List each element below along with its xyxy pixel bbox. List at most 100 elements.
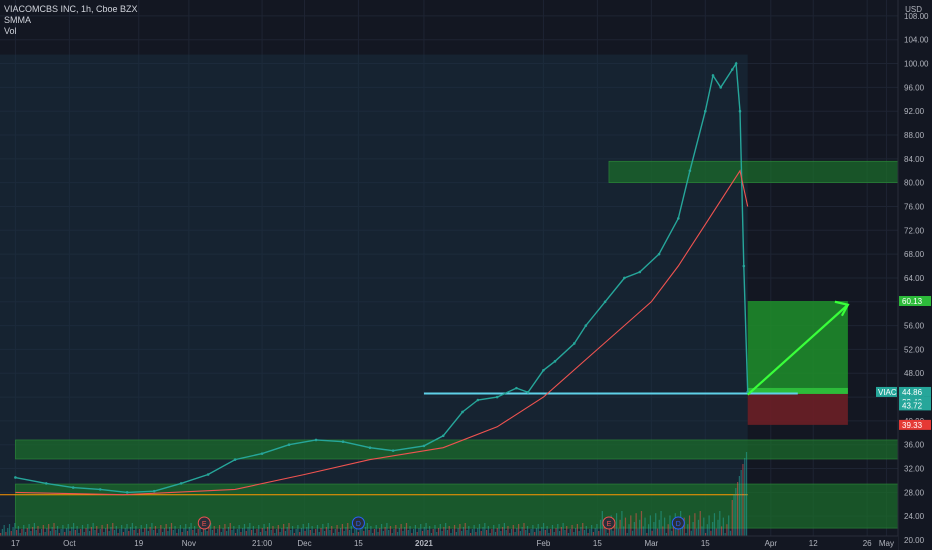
price-tick-label: 52.00 [904, 345, 925, 354]
volume-bar [564, 530, 566, 536]
volume-bar [681, 526, 684, 536]
volume-bar [694, 513, 696, 536]
volume-bar [295, 529, 297, 536]
earnings-marker-icon[interactable] [197, 516, 211, 530]
volume-bar [188, 527, 190, 536]
volume-bar [735, 488, 737, 536]
volume-bar [153, 530, 155, 536]
volume-bar [530, 529, 532, 536]
volume-bar [67, 524, 69, 536]
volume-bar [658, 519, 660, 536]
volume-bar [183, 528, 185, 536]
volume-bar [8, 524, 11, 536]
volume-bar [121, 525, 123, 536]
volume-bar [687, 524, 689, 536]
volume-bar [368, 530, 370, 536]
volume-bar [489, 533, 491, 536]
volume-bar [589, 529, 591, 536]
volume-bar [124, 528, 126, 536]
volume-bar [270, 530, 272, 536]
volume-bar [455, 532, 457, 536]
volume-bar [190, 523, 192, 536]
time-tick-label: 12 [809, 539, 818, 548]
volume-bar [115, 526, 117, 536]
volume-bar [521, 527, 523, 536]
volume-bar [40, 529, 43, 536]
volume-bar [281, 528, 283, 536]
volume-bar [647, 524, 650, 536]
volume-bar [226, 531, 228, 536]
price-point [734, 62, 738, 65]
volume-bar [683, 517, 685, 536]
volume-bar [477, 528, 479, 536]
volume-bar [493, 525, 495, 536]
smma-line[interactable] [15, 169, 749, 496]
projection-arrow[interactable] [746, 303, 849, 396]
time-tick-label: 2021 [415, 539, 433, 548]
price-point [260, 452, 264, 455]
volume-bar [617, 528, 619, 536]
volume-bar [44, 532, 46, 536]
time-tick-label: Nov [182, 539, 196, 548]
volume-bar [560, 527, 562, 536]
price-point [461, 410, 464, 414]
volume-indicator-label[interactable]: Vol [4, 26, 17, 36]
support-resistance-zone[interactable] [15, 483, 899, 529]
symbol-title[interactable]: VIACOMCBS INC, 1h, Cboe BZX [4, 4, 138, 14]
volume-bar [306, 527, 308, 536]
volume-bar [583, 530, 586, 536]
volume-bar [744, 458, 746, 536]
price-axis[interactable] [898, 0, 932, 550]
volume-bar [83, 532, 85, 536]
price-point [542, 368, 545, 372]
volume-bar [407, 530, 409, 536]
volume-bar [208, 527, 210, 536]
volume-bar [473, 525, 475, 536]
volume-bar [151, 523, 153, 536]
dividend-marker-icon[interactable] [351, 516, 365, 530]
volume-bar [229, 523, 231, 536]
volume-bar [445, 523, 447, 536]
price-point [287, 443, 291, 447]
volume-bar [386, 523, 388, 536]
price-point [623, 276, 626, 280]
volume-bar [615, 513, 618, 536]
price-tick-label: 68.00 [904, 250, 925, 259]
time-axis[interactable] [0, 536, 898, 550]
volume-bar [391, 533, 393, 536]
volume-bar [402, 531, 404, 536]
volume-bar [119, 529, 121, 536]
volume-bar [158, 529, 160, 536]
volume-bar [413, 529, 415, 536]
volume-bar [418, 528, 420, 536]
price-line[interactable] [15, 61, 749, 494]
volume-bar [279, 532, 281, 536]
time-tick-label: 15 [354, 539, 363, 548]
volume-bar [377, 532, 379, 536]
volume-bar [202, 528, 205, 536]
volume-bar [181, 532, 183, 536]
volume-bar [359, 528, 361, 536]
smma-indicator-label[interactable]: SMMA [4, 15, 31, 25]
earnings-marker-icon[interactable] [602, 516, 616, 530]
volume-bar [291, 526, 294, 536]
price-tick-label: 80.00 [904, 179, 925, 188]
volume-bar [144, 528, 146, 536]
position-loss-zone[interactable] [747, 391, 848, 425]
volume-bar [580, 527, 582, 536]
volume-bar [23, 525, 25, 536]
volume-bar [81, 525, 84, 536]
time-tick-label: Mar [644, 539, 658, 548]
volume-bar [108, 531, 110, 536]
support-resistance-zone[interactable] [608, 160, 899, 183]
time-tick-label: 15 [701, 539, 710, 548]
volume-bar [217, 529, 219, 536]
volume-bar [491, 529, 493, 536]
volume-bar [316, 525, 319, 536]
volume-bar [633, 522, 635, 536]
volume-bar [726, 524, 728, 536]
dividend-marker-icon[interactable] [671, 516, 685, 530]
volume-bar [332, 533, 335, 536]
position-profit-zone[interactable] [747, 301, 848, 392]
